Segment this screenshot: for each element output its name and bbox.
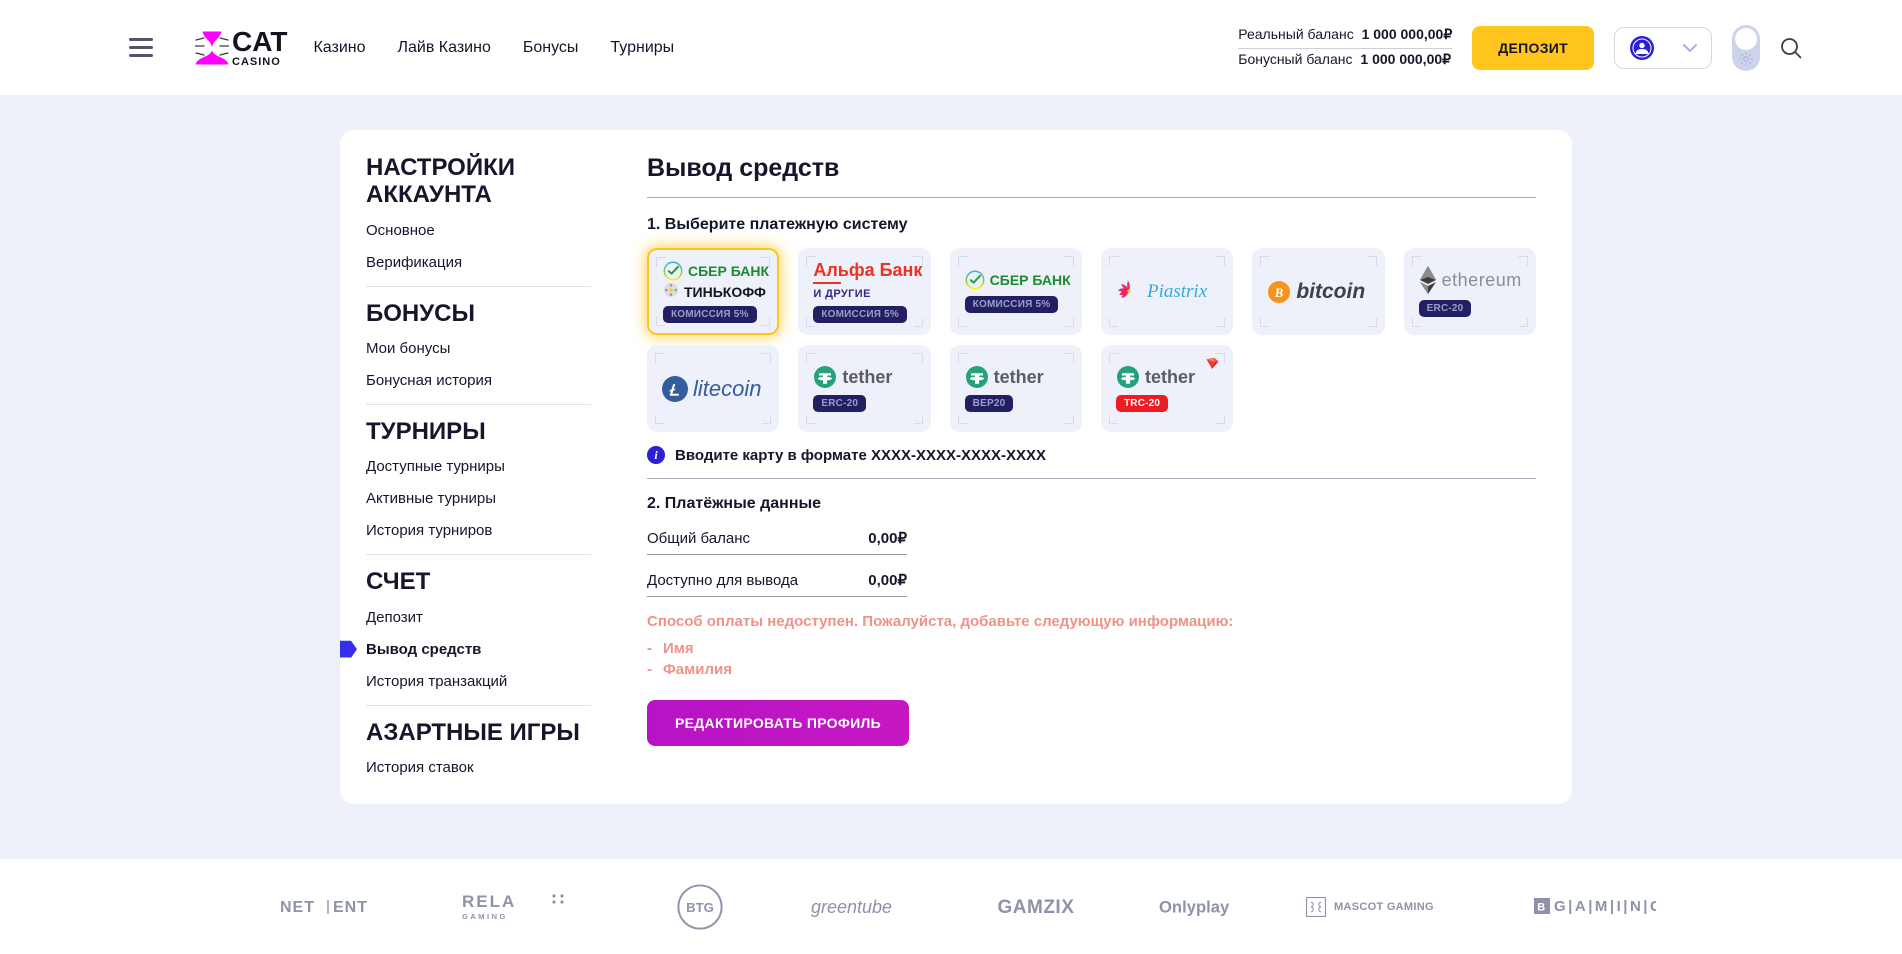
- svg-text:greentube: greentube: [811, 897, 892, 917]
- svg-text:ENT: ENT: [333, 899, 368, 915]
- svg-text:NET: NET: [280, 899, 315, 915]
- svg-text:BTG: BTG: [686, 899, 714, 914]
- svg-text:GAMZIX: GAMZIX: [998, 897, 1075, 918]
- svg-text:B: B: [1274, 285, 1284, 300]
- svg-text:B: B: [1537, 901, 1545, 913]
- svg-text:GAMING: GAMING: [462, 912, 508, 921]
- svg-text:G|A|M|I|N|G: G|A|M|I|N|G: [1554, 898, 1656, 915]
- svg-text:Onlyplay: Onlyplay: [1159, 897, 1230, 916]
- svg-text:RELA: RELA: [462, 892, 516, 911]
